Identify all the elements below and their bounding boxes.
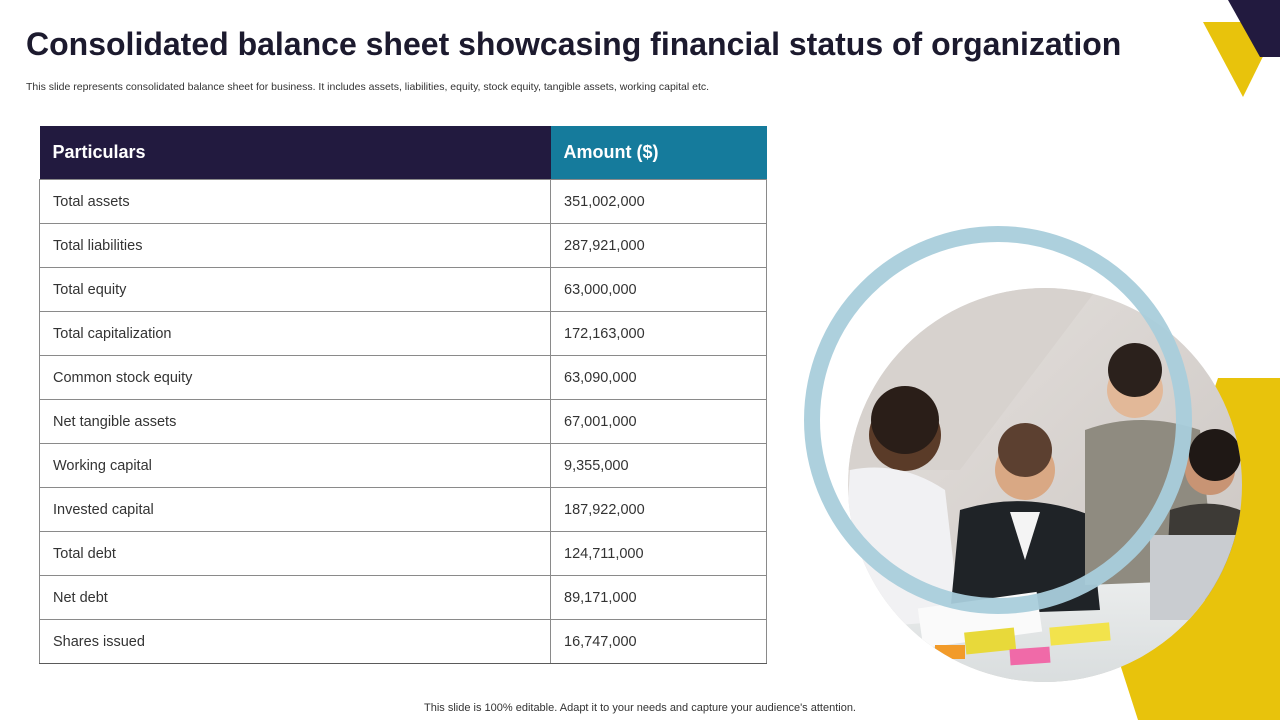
row-particular: Total capitalization [39, 311, 551, 356]
row-amount: 63,000,000 [550, 267, 767, 312]
row-particular: Common stock equity [39, 355, 551, 400]
row-amount: 172,163,000 [550, 311, 767, 356]
header-amount: Amount ($) [550, 126, 767, 180]
page-title: Consolidated balance sheet showcasing fi… [26, 26, 1122, 62]
table-row: Invested capital 187,922,000 [39, 487, 767, 532]
table-row: Total capitalization 172,163,000 [39, 311, 767, 356]
table-row: Common stock equity 63,090,000 [39, 355, 767, 400]
row-particular: Total liabilities [39, 223, 551, 268]
row-amount: 89,171,000 [550, 575, 767, 620]
row-amount: 63,090,000 [550, 355, 767, 400]
row-particular: Net debt [39, 575, 551, 620]
row-amount: 124,711,000 [550, 531, 767, 576]
footer-note: This slide is 100% editable. Adapt it to… [424, 702, 856, 714]
row-amount: 351,002,000 [550, 179, 767, 224]
row-particular: Working capital [39, 443, 551, 488]
row-particular: Shares issued [39, 619, 551, 664]
navy-triangle-top [1228, 0, 1280, 57]
table-row: Total liabilities 287,921,000 [39, 223, 767, 268]
row-amount: 9,355,000 [550, 443, 767, 488]
row-particular: Net tangible assets [39, 399, 551, 444]
table-row: Total debt 124,711,000 [39, 531, 767, 576]
table-body: Total assets 351,002,000 Total liabilities… [39, 179, 767, 664]
row-particular: Total assets [39, 179, 551, 224]
row-particular: Total equity [39, 267, 551, 312]
row-particular: Invested capital [39, 487, 551, 532]
row-particular: Total debt [39, 531, 551, 576]
ring-decoration [804, 226, 1192, 614]
table-row: Total equity 63,000,000 [39, 267, 767, 312]
table-row: Total assets 351,002,000 [39, 179, 767, 224]
table-row: Net tangible assets 67,001,000 [39, 399, 767, 444]
table-header-row: Particulars Amount ($) [39, 126, 767, 180]
row-amount: 187,922,000 [550, 487, 767, 532]
balance-sheet-table: Particulars Amount ($) Total assets 351,0… [39, 126, 767, 664]
table-row: Working capital 9,355,000 [39, 443, 767, 488]
row-amount: 67,001,000 [550, 399, 767, 444]
header-particulars: Particulars [39, 126, 551, 180]
page-subtitle: This slide represents consolidated balan… [26, 81, 710, 93]
table-row: Net debt 89,171,000 [39, 575, 767, 620]
row-amount: 16,747,000 [550, 619, 767, 664]
row-amount: 287,921,000 [550, 223, 767, 268]
table-row: Shares issued 16,747,000 [39, 619, 767, 664]
